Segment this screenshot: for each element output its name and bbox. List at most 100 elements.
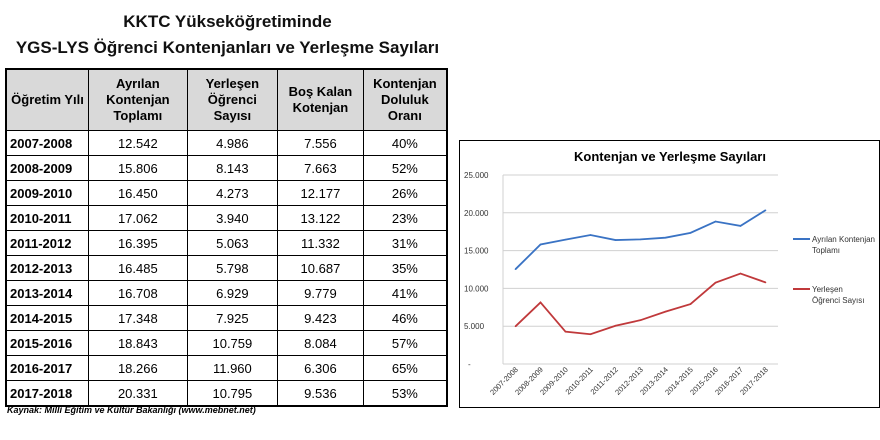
table-row: 2017-2018 20.331 10.795 9.536 53%: [5, 380, 448, 407]
table-cell: 4.986: [186, 130, 279, 156]
data-point: [689, 303, 692, 305]
table-cell: 57%: [362, 330, 448, 356]
table-cell: 2008-2009: [5, 155, 90, 181]
table-cell: 35%: [362, 255, 448, 281]
table-cell: 2016-2017: [5, 355, 90, 381]
source-note: Kaynak: Milli Eğitim ve Kültür Bakanlığı…: [7, 405, 256, 415]
table-cell: 2007-2008: [5, 130, 90, 156]
table-cell: 10.687: [277, 255, 364, 281]
y-tick-label: -: [468, 360, 471, 369]
chart-title: Kontenjan ve Yerleşme Sayıları: [574, 149, 766, 164]
table-cell: 41%: [362, 280, 448, 306]
data-point: [589, 333, 592, 336]
table-row: 2007-2008 12.542 4.986 7.556 40%: [5, 130, 448, 156]
table-cell: 6.306: [277, 355, 364, 381]
data-point: [514, 268, 517, 270]
table-cell: 2010-2011: [5, 205, 90, 231]
chart-svg: Kontenjan ve Yerleşme Sayıları - 5.000 10.0…: [464, 149, 875, 397]
table-cell: 7.556: [277, 130, 364, 156]
table-cell: 8.084: [277, 330, 364, 356]
table-cell: 16.708: [88, 280, 188, 306]
table-cell: 11.332: [277, 230, 364, 256]
table-cell: 52%: [362, 155, 448, 181]
data-point: [564, 330, 567, 333]
table-row: 2009-2010 16.450 4.273 12.177 26%: [5, 180, 448, 206]
data-point: [539, 243, 542, 246]
table-cell: 2013-2014: [5, 280, 90, 306]
table-cell: 5.798: [186, 255, 279, 281]
page-title-line2: YGS-LYS Öğrenci Kontenjanları ve Yerleşm…: [15, 38, 440, 57]
table-cell: 2011-2012: [5, 230, 90, 256]
table-row: 2010-2011 17.062 3.940 13.122 23%: [5, 205, 448, 231]
table-cell: 53%: [362, 380, 448, 407]
table-cell: 17.062: [88, 205, 188, 231]
data-point: [764, 281, 767, 284]
table-cell: 16.395: [88, 230, 188, 256]
table-cell: 3.940: [186, 205, 279, 231]
data-point: [614, 324, 617, 327]
table-cell: 10.759: [186, 330, 279, 356]
table-cell: 46%: [362, 305, 448, 331]
table-cell: 9.423: [277, 305, 364, 331]
table-cell: 2017-2018: [5, 380, 90, 407]
header-year: Öğretim Yılı: [5, 68, 90, 131]
page-title-line1: KKTC Yükseköğretiminde: [123, 12, 332, 31]
header-placed: Yerleşen Öğrenci Sayısı: [186, 68, 279, 131]
table-cell: 2012-2013: [5, 255, 90, 281]
data-table: Öğretim Yılı Ayrılan Kontenjan Toplamı Y…: [5, 68, 448, 407]
data-point: [689, 232, 692, 234]
data-point: [639, 238, 642, 241]
table-cell: 7.663: [277, 155, 364, 181]
data-point: [589, 234, 592, 236]
data-point: [639, 319, 642, 321]
data-point: [714, 281, 717, 284]
table-cell: 17.348: [88, 305, 188, 331]
table-row: 2011-2012 16.395 5.063 11.332 31%: [5, 230, 448, 256]
table-cell: 31%: [362, 230, 448, 256]
table-row: 2008-2009 15.806 8.143 7.663 52%: [5, 155, 448, 181]
header-quota: Ayrılan Kontenjan Toplamı: [88, 68, 188, 131]
table-cell: 65%: [362, 355, 448, 381]
table-cell: 9.779: [277, 280, 364, 306]
table-cell: 10.795: [186, 380, 279, 407]
y-tick-label: 20.000: [464, 209, 489, 218]
line-chart: Kontenjan ve Yerleşme Sayıları - 5.000 10.0…: [459, 140, 880, 408]
table-cell: 40%: [362, 130, 448, 156]
table-cell: 5.063: [186, 230, 279, 256]
y-tick-label: 10.000: [464, 284, 489, 293]
data-point: [514, 325, 517, 328]
table-row: 2015-2016 18.843 10.759 8.084 57%: [5, 330, 448, 356]
table-cell: 2014-2015: [5, 305, 90, 331]
legend-label: Öğrenci Sayısı: [812, 296, 864, 305]
table-cell: 6.929: [186, 280, 279, 306]
data-point: [664, 236, 667, 239]
table-cell: 16.450: [88, 180, 188, 206]
header-empty: Boş Kalan Kotenjan: [277, 68, 364, 131]
data-point: [714, 220, 717, 223]
table-cell: 9.536: [277, 380, 364, 407]
table-cell: 7.925: [186, 305, 279, 331]
header-rate: Kontenjan Doluluk Oranı: [362, 68, 448, 131]
legend-label: Toplamı: [812, 246, 840, 255]
table-cell: 15.806: [88, 155, 188, 181]
data-point: [664, 310, 667, 313]
legend-label: Yerleşen: [812, 285, 843, 294]
table-cell: 12.177: [277, 180, 364, 206]
y-tick-label: 25.000: [464, 171, 489, 180]
table-cell: 11.960: [186, 355, 279, 381]
y-tick-label: 5.000: [464, 322, 485, 331]
data-point: [764, 209, 767, 212]
series-line-1: [514, 272, 766, 336]
table-cell: 2009-2010: [5, 180, 90, 206]
table-cell: 8.143: [186, 155, 279, 181]
y-tick-label: 15.000: [464, 247, 489, 256]
table-cell: 26%: [362, 180, 448, 206]
table-cell: 16.485: [88, 255, 188, 281]
table-cell: 4.273: [186, 180, 279, 206]
table-header-row: Öğretim Yılı Ayrılan Kontenjan Toplamı Y…: [5, 68, 448, 131]
data-point: [739, 272, 742, 275]
table-row: 2012-2013 16.485 5.798 10.687 35%: [5, 255, 448, 281]
table-cell: 2015-2016: [5, 330, 90, 356]
table-cell: 13.122: [277, 205, 364, 231]
data-point: [564, 238, 567, 241]
